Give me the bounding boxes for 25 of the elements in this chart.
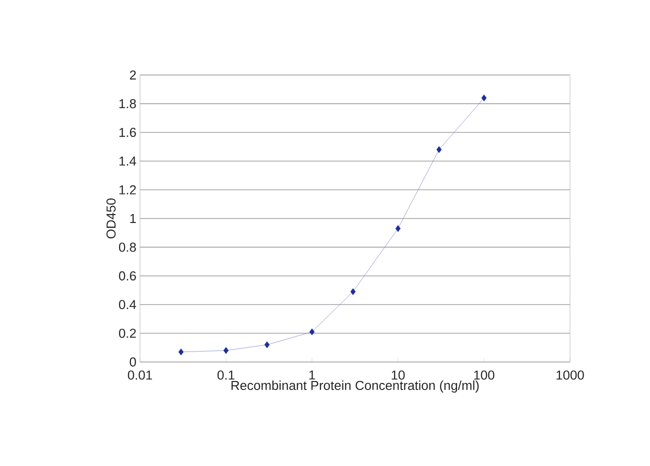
point (264, 341, 270, 348)
y-tick-label: 1 (130, 214, 136, 223)
y-tick-label: 1.4 (119, 156, 136, 166)
x-tick-label: 1 (309, 370, 315, 380)
y-tick-label: 0.4 (118, 300, 136, 310)
y-tick-label: 1.6 (119, 128, 136, 137)
y-tick-label: 2 (130, 70, 136, 80)
x-tick-label: 10 (392, 370, 405, 380)
x-tick-label: 1000 (556, 370, 584, 380)
x-axis-title: Recombinant Protein Concentration (ng/ml) (232, 380, 479, 393)
point (350, 288, 356, 296)
x-tick-label: 0.1 (218, 370, 234, 380)
y-tick-label: 0.8 (118, 242, 136, 252)
y-axis-title: OD450 (106, 198, 116, 238)
x-tick-label: 0.01 (128, 370, 152, 380)
point (481, 94, 487, 102)
y-tick-label: 0.2 (118, 328, 136, 338)
y-tick-label: 0.6 (118, 271, 136, 280)
point (395, 225, 401, 232)
x-tick-label: 100 (474, 370, 494, 380)
point (309, 328, 315, 336)
y-tick-label: 0 (130, 357, 136, 367)
y-tick-label: 1.8 (119, 99, 136, 108)
y-tick-label: 1.2 (119, 185, 136, 194)
point (178, 348, 184, 356)
